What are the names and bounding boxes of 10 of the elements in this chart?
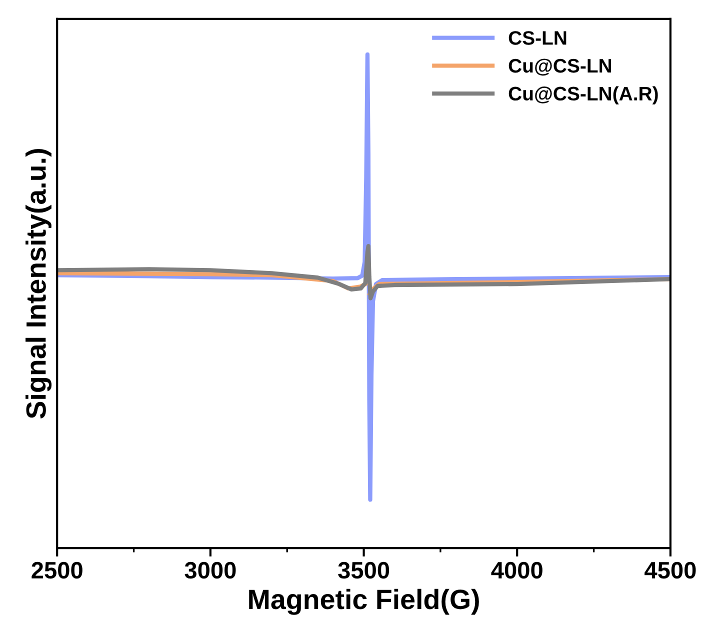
- x-tick-label: 2500: [32, 562, 82, 579]
- x-tick-label: 3000: [184, 562, 236, 579]
- legend-label: CS-LN: [508, 31, 566, 45]
- x-tick-label: 4000: [491, 562, 542, 579]
- x-tick-label: 4500: [644, 562, 696, 579]
- x-tick-label: 3500: [338, 562, 390, 579]
- legend-label: Cu@CS-LN(A.R): [508, 86, 658, 104]
- legend-label: Cu@CS-LN: [508, 58, 612, 76]
- y-axis-title: Signal Intensity(a.u.): [26, 149, 52, 419]
- x-axis-title: Magnetic Field(G): [249, 588, 479, 615]
